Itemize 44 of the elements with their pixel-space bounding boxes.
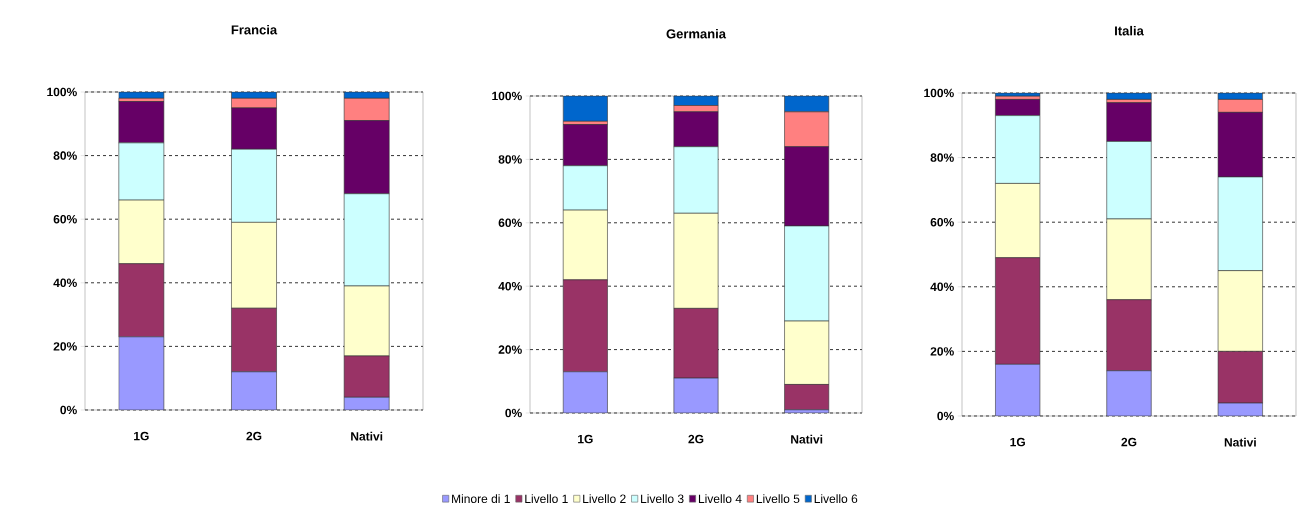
y-tick-label: 100%: [924, 88, 954, 98]
bar: [562, 371, 608, 413]
y-tick-label: 20%: [53, 342, 77, 351]
y-tick-label: 80%: [498, 155, 522, 164]
y-tick-label: 40%: [930, 282, 954, 292]
legend-label: Livello 3: [641, 494, 684, 503]
y-tick-label: 0%: [60, 405, 77, 415]
x-tick-label: 2G: [1121, 437, 1137, 447]
x-tick-label: 2G: [688, 434, 704, 444]
y-tick-label: 60%: [498, 218, 522, 228]
legend-label: Livello 1: [525, 494, 568, 503]
y-tick-label: 80%: [930, 153, 954, 162]
legend-label: Livello 6: [814, 494, 858, 503]
y-tick-label: 0%: [505, 408, 522, 418]
y-tick-label: 40%: [53, 278, 77, 288]
x-tick-label: 1G: [578, 434, 593, 444]
y-tick-label: 0%: [937, 411, 954, 421]
legend-label: Minore di 1: [452, 494, 510, 503]
legend-label: Livello 2: [583, 494, 626, 503]
chart-title: Italia: [1115, 25, 1144, 36]
y-tick-label: 20%: [930, 347, 954, 356]
chart-title: Germania: [666, 28, 727, 39]
legend-label: Livello 4: [698, 494, 742, 503]
y-tick-label: 100%: [47, 87, 77, 97]
bar: [1106, 370, 1152, 416]
y-tick-label: 100%: [492, 91, 522, 101]
x-tick-label: Nativi: [791, 434, 823, 444]
chart-title: Francia: [231, 24, 278, 35]
x-tick-label: 1G: [134, 431, 149, 441]
bar: [118, 336, 165, 410]
x-tick-label: Nativi: [1224, 437, 1256, 447]
x-tick-label: 2G: [246, 431, 262, 441]
legend-label: Livello 5: [756, 494, 800, 503]
bar: [995, 364, 1041, 416]
y-tick-label: 20%: [498, 345, 522, 354]
bar: [231, 371, 277, 410]
x-tick-label: Nativi: [351, 431, 383, 441]
y-tick-label: 60%: [53, 214, 77, 224]
y-tick-label: 60%: [930, 217, 954, 227]
bar: [673, 377, 719, 413]
bar: [562, 95, 608, 122]
x-tick-label: 1G: [1010, 437, 1025, 447]
y-tick-label: 40%: [498, 281, 522, 291]
y-tick-label: 80%: [53, 151, 77, 160]
